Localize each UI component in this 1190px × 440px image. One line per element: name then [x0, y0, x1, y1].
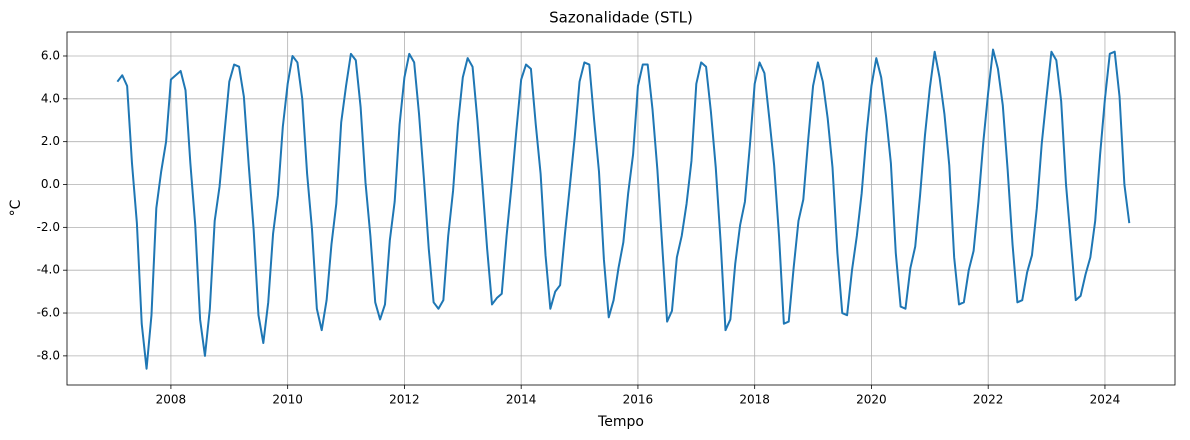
- x-tick-label: 2010: [272, 393, 303, 407]
- x-tick-label: 2024: [1090, 393, 1121, 407]
- y-tick-label: 0.0: [41, 177, 60, 191]
- y-tick-label: -4.0: [37, 263, 60, 277]
- y-tick-label: 6.0: [41, 48, 60, 62]
- x-axis-label: Tempo: [597, 414, 644, 430]
- x-tick-label: 2022: [973, 393, 1004, 407]
- chart-title: Sazonalidade (STL): [549, 9, 693, 27]
- y-tick-label: 2.0: [41, 134, 60, 148]
- y-tick-label: -6.0: [37, 306, 60, 320]
- x-tick-label: 2020: [856, 393, 887, 407]
- y-tick-label: -8.0: [37, 348, 60, 362]
- series-line: [116, 48, 1131, 370]
- y-tick-label: 4.0: [41, 91, 60, 105]
- x-tick-label: 2014: [506, 393, 537, 407]
- y-tick-label: -2.0: [37, 220, 60, 234]
- y-axis-label: °C: [8, 199, 24, 216]
- x-tick-label: 2016: [623, 393, 654, 407]
- x-tick-label: 2012: [389, 393, 420, 407]
- x-tick-label: 2008: [156, 393, 187, 407]
- plot-frame: [66, 31, 1176, 386]
- x-tick-label: 2018: [739, 393, 770, 407]
